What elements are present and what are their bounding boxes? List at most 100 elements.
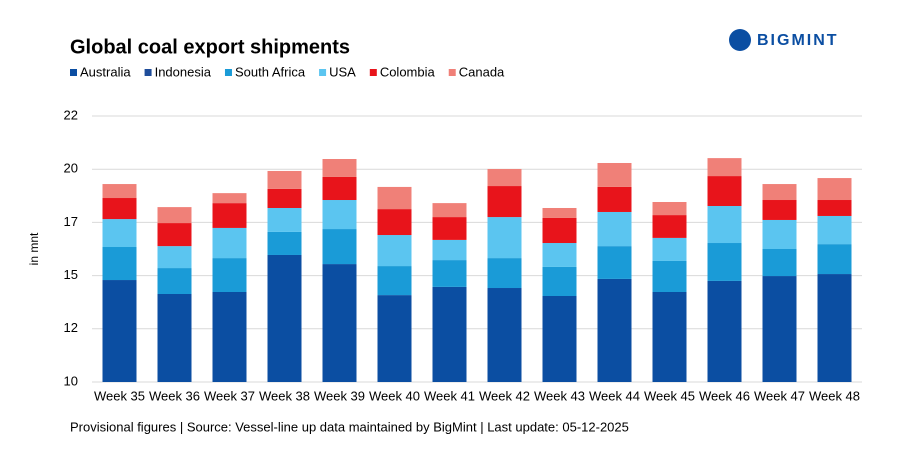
bar-segment (267, 231, 302, 255)
bar-segment (432, 217, 467, 240)
x-tick-label: Week 39 (314, 388, 365, 403)
bar-segment (817, 274, 852, 382)
x-tick-label: Week 40 (369, 388, 420, 403)
y-tick-label: 22 (64, 107, 78, 122)
logo-icon (729, 29, 751, 51)
bar-segment (487, 168, 522, 187)
legend-swatch (224, 69, 232, 76)
bar-segment (102, 247, 137, 281)
bar-segment (762, 219, 797, 249)
bar-segment (322, 159, 357, 177)
legend-label: Indonesia (155, 64, 212, 79)
bar-segment (817, 178, 852, 201)
legend-swatch (70, 69, 77, 76)
bar-segment (542, 295, 577, 382)
logo: BIGMINT (729, 29, 839, 51)
bar-segment (487, 217, 522, 259)
bar-segment (597, 162, 632, 187)
logo-text: BIGMINT (757, 32, 839, 49)
bar-segment (652, 237, 687, 261)
x-tick-label: Week 36 (149, 388, 200, 403)
bar-segment (102, 184, 137, 199)
bar-segment (487, 258, 522, 289)
bar-segment (157, 223, 192, 247)
bar-segment (652, 292, 687, 382)
bar-segment (377, 266, 412, 296)
legend-swatch (319, 69, 327, 76)
bar-segment (652, 202, 687, 216)
bar-segment (432, 260, 467, 287)
bar-segment (212, 258, 247, 293)
legend-swatch (369, 69, 377, 76)
x-tick-label: Week 46 (699, 388, 750, 403)
bar-segment (817, 200, 852, 216)
bar-segment (597, 211, 632, 247)
y-tick-label: 20 (64, 161, 78, 176)
legend-label: Colombia (380, 64, 436, 79)
bar-segment (542, 266, 577, 296)
bar-segment (157, 207, 192, 224)
bar-segment (817, 244, 852, 275)
legend-swatch (448, 69, 456, 76)
bar-segment (322, 200, 357, 230)
bar-segment (157, 268, 192, 294)
bar-segment (542, 217, 577, 244)
bar-segment (597, 186, 632, 212)
x-tick-label: Week 47 (754, 388, 805, 403)
legend-swatch (144, 69, 152, 76)
bar-segment (652, 260, 687, 293)
x-tick-label: Week 44 (589, 388, 640, 403)
x-tick-label: Week 38 (259, 388, 310, 403)
legend-label: Canada (459, 64, 505, 79)
bar-segment (432, 239, 467, 261)
x-tick-label: Week 48 (809, 388, 860, 403)
bar-segment (267, 254, 302, 382)
bar-segment (542, 207, 577, 218)
bar-segment (597, 278, 632, 382)
bar-segment (322, 176, 357, 201)
bar-segment (212, 227, 247, 259)
bar-segment (157, 293, 192, 382)
bar-segment (542, 243, 577, 267)
bar-segment (267, 170, 302, 189)
bar-segment (762, 276, 797, 382)
y-tick-label: 12 (64, 320, 78, 335)
footnote: Provisional figures | Source: Vessel-lin… (70, 419, 629, 434)
legend-label: South Africa (235, 64, 306, 79)
bar-segment (377, 209, 412, 236)
x-tick-label: Week 35 (94, 388, 145, 403)
bar-segment (817, 215, 852, 245)
bar-segment (102, 280, 137, 382)
bar-segment (267, 207, 302, 232)
bar-segment (267, 188, 302, 208)
bar-segment (707, 205, 742, 244)
bar-segment (377, 295, 412, 382)
bar-segment (322, 264, 357, 382)
bar-segment (212, 193, 247, 204)
bar-segment (762, 249, 797, 277)
y-axis-label: in mnt (27, 232, 41, 265)
bar-segment (707, 280, 742, 382)
bar-segment (597, 246, 632, 279)
bar-segment (762, 184, 797, 201)
bar-segment (102, 219, 137, 248)
legend-label: Australia (80, 64, 131, 79)
bar-segment (432, 203, 467, 218)
x-tick-label: Week 37 (204, 388, 255, 403)
x-tick-label: Week 42 (479, 388, 530, 403)
y-tick-label: 17 (64, 214, 78, 229)
bar-segment (487, 186, 522, 218)
bar-segment (157, 246, 192, 269)
x-tick-label: Week 45 (644, 388, 695, 403)
x-tick-label: Week 41 (424, 388, 475, 403)
bar-segment (707, 158, 742, 177)
bar-segment (212, 203, 247, 228)
x-tick-label: Week 43 (534, 388, 585, 403)
bar-segment (762, 200, 797, 220)
bar-segment (322, 229, 357, 265)
bar-segment (432, 286, 467, 382)
bar-segment (707, 176, 742, 206)
bar-segment (377, 186, 412, 210)
bar-segment (377, 235, 412, 267)
